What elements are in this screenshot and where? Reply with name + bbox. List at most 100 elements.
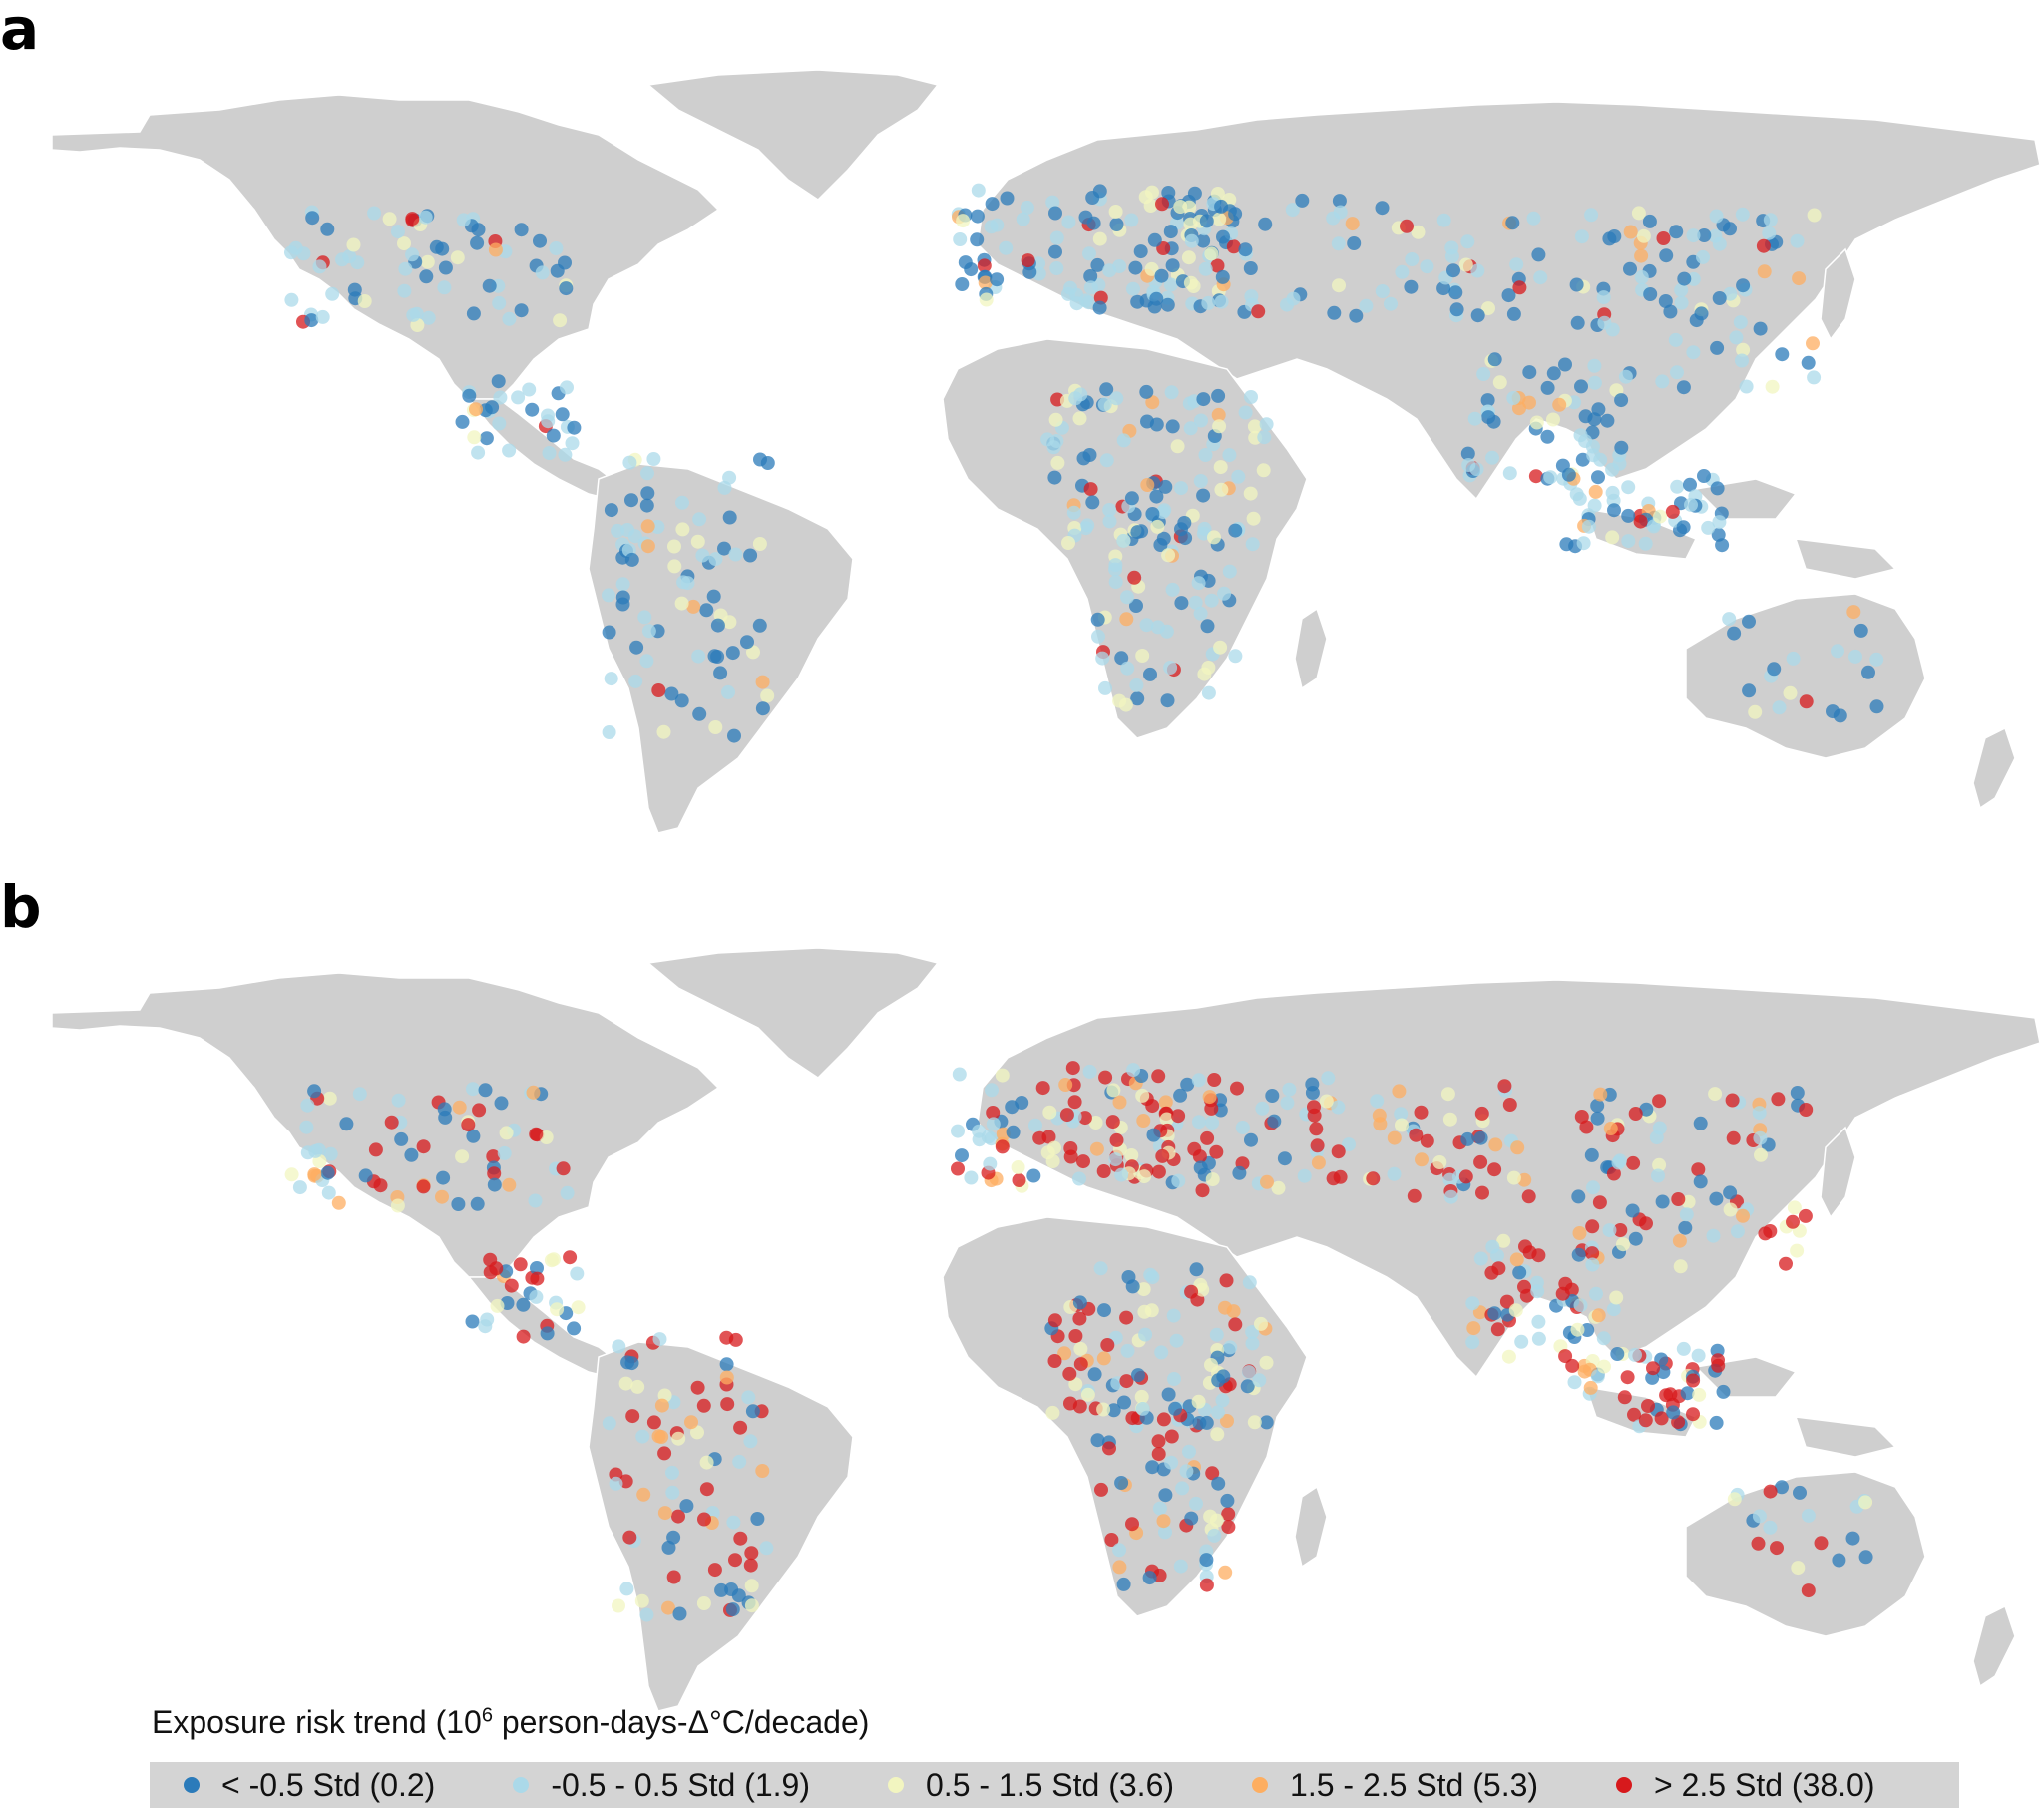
city-point — [1570, 315, 1585, 330]
city-point — [1591, 1308, 1606, 1323]
city-point — [1807, 370, 1822, 385]
city-point — [1142, 1571, 1157, 1585]
city-point — [1096, 1351, 1111, 1366]
city-point — [325, 286, 340, 301]
city-point — [1786, 1214, 1800, 1229]
city-point — [1470, 263, 1485, 278]
city-point — [1228, 1317, 1243, 1332]
city-point — [1436, 281, 1451, 296]
city-point — [1616, 1237, 1630, 1252]
city-point — [1073, 1341, 1088, 1356]
legend-label: > 2.5 Std (38.0) — [1654, 1766, 1875, 1803]
city-point — [394, 1131, 409, 1146]
city-point — [1481, 301, 1495, 316]
city-point — [972, 1132, 987, 1147]
city-point — [1540, 429, 1555, 444]
city-point — [1028, 1118, 1042, 1132]
city-point — [1183, 275, 1198, 290]
city-point — [530, 1261, 544, 1275]
city-point — [691, 649, 706, 664]
city-point — [1102, 1441, 1116, 1456]
city-point — [1180, 1077, 1195, 1092]
city-point — [435, 1189, 449, 1204]
city-point — [1061, 215, 1076, 229]
city-point — [513, 1257, 528, 1272]
city-point — [493, 390, 508, 405]
city-point — [1297, 1168, 1312, 1183]
city-point — [462, 388, 477, 403]
city-point — [1592, 1195, 1607, 1210]
city-point — [487, 1177, 502, 1192]
city-point — [1072, 1311, 1087, 1326]
city-point — [1712, 515, 1727, 530]
city-point — [1787, 1200, 1802, 1215]
city-point — [1087, 1367, 1102, 1382]
city-point — [1558, 1349, 1573, 1364]
city-point — [1151, 1164, 1166, 1179]
city-point — [1035, 1081, 1050, 1096]
city-point — [1617, 1390, 1632, 1405]
city-point — [721, 684, 735, 699]
city-point — [1442, 1112, 1457, 1127]
city-point — [602, 1416, 616, 1431]
city-point — [646, 452, 661, 466]
city-point — [1099, 453, 1114, 468]
city-point — [1518, 1239, 1532, 1254]
city-point — [1219, 1273, 1234, 1288]
city-point — [1540, 380, 1555, 395]
city-point — [470, 1196, 485, 1211]
city-point — [1199, 1553, 1214, 1568]
city-point — [438, 260, 453, 275]
city-point — [1642, 214, 1657, 228]
city-point — [622, 1530, 637, 1545]
city-point — [1129, 678, 1144, 692]
city-point — [1420, 1133, 1434, 1148]
city-point — [1048, 206, 1062, 221]
city-point — [1569, 277, 1584, 292]
city-point — [609, 1476, 623, 1491]
city-point — [1666, 1405, 1681, 1420]
city-point — [699, 1455, 714, 1470]
city-point — [978, 275, 993, 290]
city-point — [612, 1598, 625, 1613]
city-point — [752, 618, 767, 633]
city-point — [664, 686, 679, 701]
city-point — [1491, 1261, 1506, 1276]
city-point — [1697, 228, 1712, 242]
city-point — [1231, 469, 1246, 484]
city-point — [1077, 1111, 1092, 1126]
city-point — [1196, 392, 1211, 407]
city-point — [1196, 233, 1211, 248]
city-point — [1790, 1086, 1805, 1100]
city-point — [1165, 582, 1180, 597]
city-point — [541, 414, 556, 429]
city-point — [1092, 184, 1107, 199]
city-point — [312, 259, 327, 274]
city-point — [1214, 482, 1229, 497]
city-point — [624, 552, 639, 567]
city-point — [1763, 1520, 1778, 1535]
city-point — [565, 436, 580, 451]
city-point — [1150, 620, 1165, 635]
city-point — [1112, 1095, 1127, 1110]
city-point — [1671, 1192, 1686, 1206]
city-point — [636, 1487, 651, 1502]
city-point — [528, 1193, 543, 1208]
city-point — [497, 1145, 512, 1160]
city-point — [1163, 277, 1178, 292]
city-point — [1481, 410, 1496, 425]
city-point — [1321, 1071, 1336, 1086]
city-point — [1736, 278, 1751, 293]
city-point — [628, 674, 643, 688]
city-point — [1179, 1464, 1194, 1479]
city-point — [1497, 1079, 1512, 1094]
city-point — [1112, 1560, 1127, 1575]
city-point — [986, 1117, 1001, 1131]
city-point — [1729, 330, 1744, 345]
city-point — [654, 1398, 669, 1413]
city-point — [1151, 1434, 1166, 1449]
city-point — [964, 1170, 979, 1185]
city-point — [1756, 238, 1771, 253]
city-point — [1577, 1364, 1592, 1379]
city-point — [514, 223, 529, 237]
